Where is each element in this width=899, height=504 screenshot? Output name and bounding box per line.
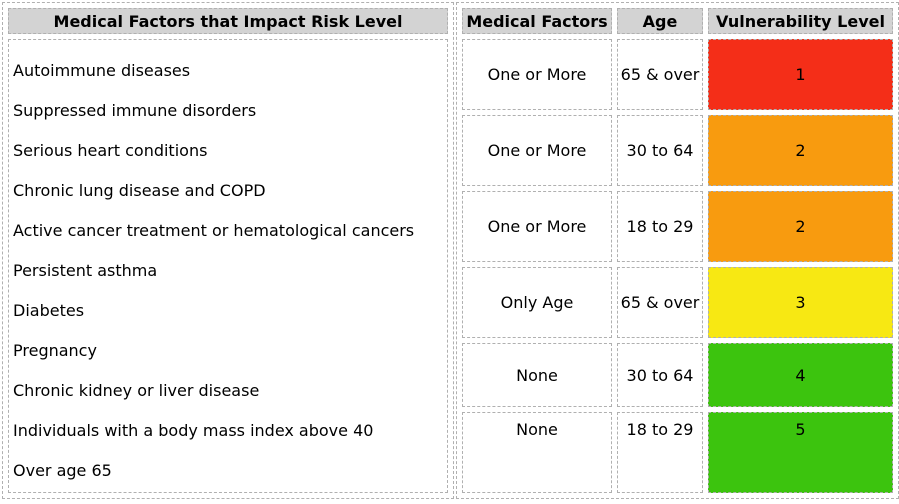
table-row: None 30 to 64 4 (462, 343, 893, 407)
cell-medical-factors: One or More (462, 191, 612, 262)
factor-item: Chronic lung disease and COPD (13, 181, 266, 200)
factor-item: Suppressed immune disorders (13, 101, 257, 120)
cell-age: 65 & over (617, 267, 703, 338)
right-header-row: Medical Factors Age Vulnerability Level (462, 8, 893, 34)
cell-age: 65 & over (617, 39, 703, 110)
left-header-row: Medical Factors that Impact Risk Level (8, 8, 448, 34)
cell-vulnerability-level: 4 (708, 343, 893, 407)
medical-factors-table: Medical Factors that Impact Risk Level A… (2, 2, 454, 499)
cell-medical-factors: One or More (462, 39, 612, 110)
left-body-row: Autoimmune diseases Suppressed immune di… (8, 39, 448, 493)
cell-vulnerability-level: 2 (708, 115, 893, 186)
table-row: One or More 30 to 64 2 (462, 115, 893, 186)
cell-medical-factors: None (462, 412, 612, 493)
cell-vulnerability-level: 1 (708, 39, 893, 110)
table-row: None 18 to 29 5 (462, 412, 893, 493)
table-row: Only Age 65 & over 3 (462, 267, 893, 338)
table-row: One or More 18 to 29 2 (462, 191, 893, 262)
factor-item: Active cancer treatment or hematological… (13, 221, 415, 240)
factor-item: Serious heart conditions (13, 141, 208, 160)
factor-item: Autoimmune diseases (13, 61, 191, 80)
factor-item: Over age 65 (13, 461, 112, 480)
cell-vulnerability-level: 2 (708, 191, 893, 262)
cell-medical-factors: One or More (462, 115, 612, 186)
factor-item: Diabetes (13, 301, 85, 320)
cell-vulnerability-level: 3 (708, 267, 893, 338)
table-row: One or More 65 & over 1 (462, 39, 893, 110)
vulnerability-level-table: Medical Factors Age Vulnerability Level … (456, 2, 899, 499)
left-table-header: Medical Factors that Impact Risk Level (8, 8, 448, 34)
factor-item: Individuals with a body mass index above… (13, 421, 374, 440)
cell-age: 30 to 64 (617, 115, 703, 186)
cell-age: 18 to 29 (617, 191, 703, 262)
header-medical-factors: Medical Factors (462, 8, 612, 34)
cell-age: 18 to 29 (617, 412, 703, 493)
header-age: Age (617, 8, 703, 34)
cell-medical-factors: Only Age (462, 267, 612, 338)
factor-item: Persistent asthma (13, 261, 158, 280)
cell-vulnerability-level: 5 (708, 412, 893, 493)
header-vulnerability-level: Vulnerability Level (708, 8, 893, 34)
cell-age: 30 to 64 (617, 343, 703, 407)
factor-item: Pregnancy (13, 341, 97, 360)
cell-medical-factors: None (462, 343, 612, 407)
factor-item: Chronic kidney or liver disease (13, 381, 260, 400)
medical-factors-list: Autoimmune diseases Suppressed immune di… (8, 39, 448, 493)
